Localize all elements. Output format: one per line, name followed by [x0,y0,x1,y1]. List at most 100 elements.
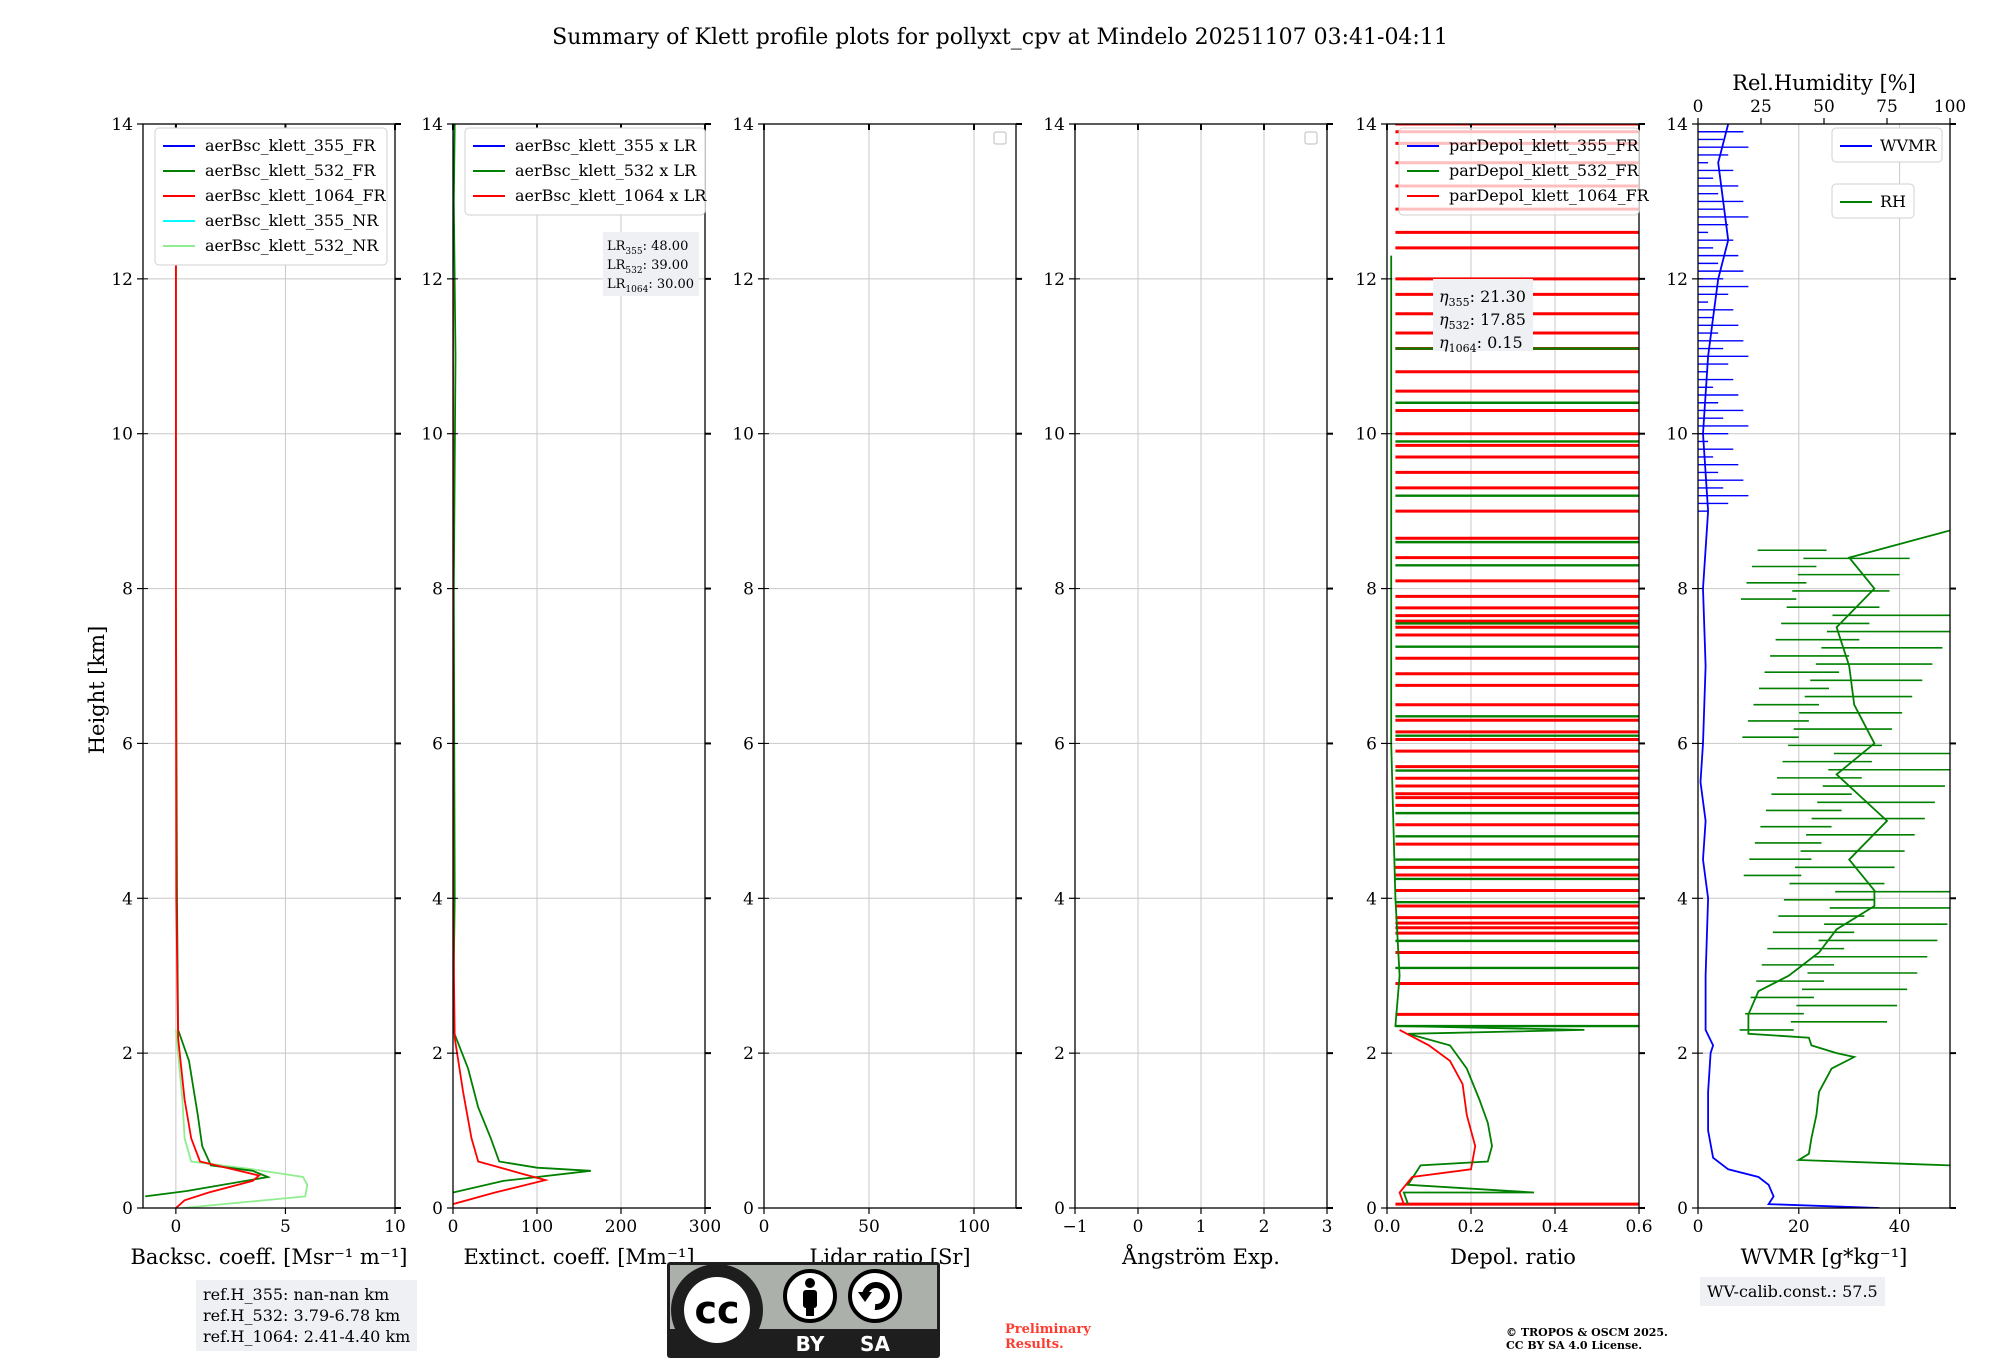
data-layer [145,124,309,1208]
legend-entry: aerBsc_klett_355_NR [205,211,379,230]
y-tick-label: 2 [1677,1044,1688,1064]
preliminary-line: Results. [1005,1337,1064,1352]
series-line-aerBsc_klett_532_FR [145,124,272,1198]
annotation-bg [1433,279,1533,351]
legend-entry: RH [1880,192,1906,211]
annotation-subscript: 1064 [625,285,648,295]
annotation-value: : 30.00 [648,277,694,292]
y-tick-label: 8 [432,580,443,600]
plot-frame [763,123,1017,1209]
y-tick-label: 4 [743,889,754,909]
y-tick-label: 14 [1043,115,1065,135]
ref-height-line: ref.H_532: 3.79-6.78 km [203,1306,401,1325]
annotation-bg [603,232,699,296]
x-tick-label: 0.0 [1373,1217,1400,1237]
cc-icon [684,1277,750,1343]
legend-box [1398,127,1640,216]
lr-annotation-line: LR355: 48.00 [607,239,688,257]
y-tick-label: 14 [421,115,443,135]
y-tick-label: 0 [1366,1199,1377,1219]
cc-by-sa-license-badge[interactable]: cc BY SA [667,1262,940,1358]
x-tick-label: 0 [1133,1217,1144,1237]
y-tick-label: 12 [421,270,443,290]
legend-entry: aerBsc_klett_355 x LR [515,136,697,155]
x-tick-label: 300 [689,1217,721,1237]
attribution-icon [783,1269,837,1323]
series-line-aerBsc_klett_1064 x LR [453,278,549,1205]
lr-annotation-line: LR532: 39.00 [607,258,688,276]
legend: parDepol_klett_355_FR parDepol_klett_532_… [1398,127,1650,216]
y-tick-label: 8 [1054,580,1065,600]
y-tick-label: 2 [122,1044,133,1064]
plot-frame [1697,123,1951,1209]
x2-tick-label: 50 [1813,97,1835,117]
y-tick-label: 6 [122,734,133,754]
x-tick-label: 1 [1196,1217,1207,1237]
preliminary-note: Preliminary Results. [1005,1322,1091,1352]
annotation-value: : 0.15 [1477,333,1523,352]
lr-annotation-line: LR1064: 30.00 [607,277,694,295]
y-tick-label: 6 [432,734,443,754]
x-axis-label: Extinct. coeff. [Mm⁻¹] [463,1245,694,1269]
series-line-aerBsc_klett_1064_FR [174,124,262,1208]
x-tick-label: 0 [759,1217,770,1237]
copyright-line: © TROPOS & OSCM 2025. [1506,1326,1668,1339]
y-tick-label: 10 [1666,425,1688,445]
annotation-symbol: η [1439,287,1449,306]
y-tick-label: 4 [122,889,133,909]
x-axis-label: WVMR [g*kg⁻¹] [1741,1245,1908,1269]
series-line-rh [1747,529,1950,1167]
y-tick-label: 2 [743,1044,754,1064]
preliminary-line: Preliminary [1005,1322,1091,1337]
legend-entry: parDepol_klett_355_FR [1449,136,1640,155]
y-tick-label: 6 [1677,734,1688,754]
legend-entry: parDepol_klett_532_FR [1449,161,1640,180]
y-tick-label: 14 [732,115,754,135]
x-tick-label: 0 [448,1217,459,1237]
y-tick-label: 10 [421,425,443,445]
annotation-symbol: η [1439,333,1449,352]
y-tick-label: 4 [1366,889,1377,909]
by-label: BY [796,1332,825,1356]
y-axis-label: Height [km] [85,626,109,755]
empty-legend-marker [993,131,1007,145]
y-tick-label: 4 [1054,889,1065,909]
y-tick-label: 12 [111,270,133,290]
legend-box [154,127,388,266]
y-tick-label: 8 [122,580,133,600]
x-tick-label: 0.2 [1457,1217,1484,1237]
legend-entry: aerBsc_klett_532 x LR [515,161,697,180]
annotation-symbol: η [1439,310,1449,329]
x-axis-label: Depol. ratio [1450,1245,1576,1269]
x-tick-label: 0.4 [1541,1217,1568,1237]
x2-tick-label: 75 [1876,97,1898,117]
x-tick-label: 0 [170,1217,181,1237]
x-tick-label: −1 [1062,1217,1087,1237]
sa-label: SA [860,1332,890,1356]
legend-entry: aerBsc_klett_532_NR [205,236,379,255]
share-alike-icon [848,1269,902,1323]
x-tick-label: 5 [280,1217,291,1237]
x2-axis-label: Rel.Humidity [%] [1732,71,1916,95]
eta-annotation-line: η355: 21.30 [1439,287,1526,309]
wv-calib-text: WV-calib.const.: 57.5 [1707,1282,1878,1301]
legend-entry: parDepol_klett_1064_FR [1449,186,1650,205]
series-line-aerBsc_klett_532 x LR [453,124,591,1194]
ref-height-line: ref.H_355: nan-nan km [203,1285,390,1304]
y-tick-label: 2 [1054,1044,1065,1064]
wv-calib-box: WV-calib.const.: 57.5 [1700,1277,1885,1306]
empty-legend-marker [1304,131,1318,145]
annotation-symbol: LR [607,258,627,273]
chart-panel-depolarization: 0 2 4 6 8 10 12 14 0.0 0.2 0.4 0.6 Depol. ratio parDe… [1355,115,1652,1269]
y-tick-label: 12 [1666,270,1688,290]
y-tick-label: 0 [432,1199,443,1219]
x-tick-label: 200 [605,1217,637,1237]
annotation-subscript: 532 [1449,319,1470,332]
